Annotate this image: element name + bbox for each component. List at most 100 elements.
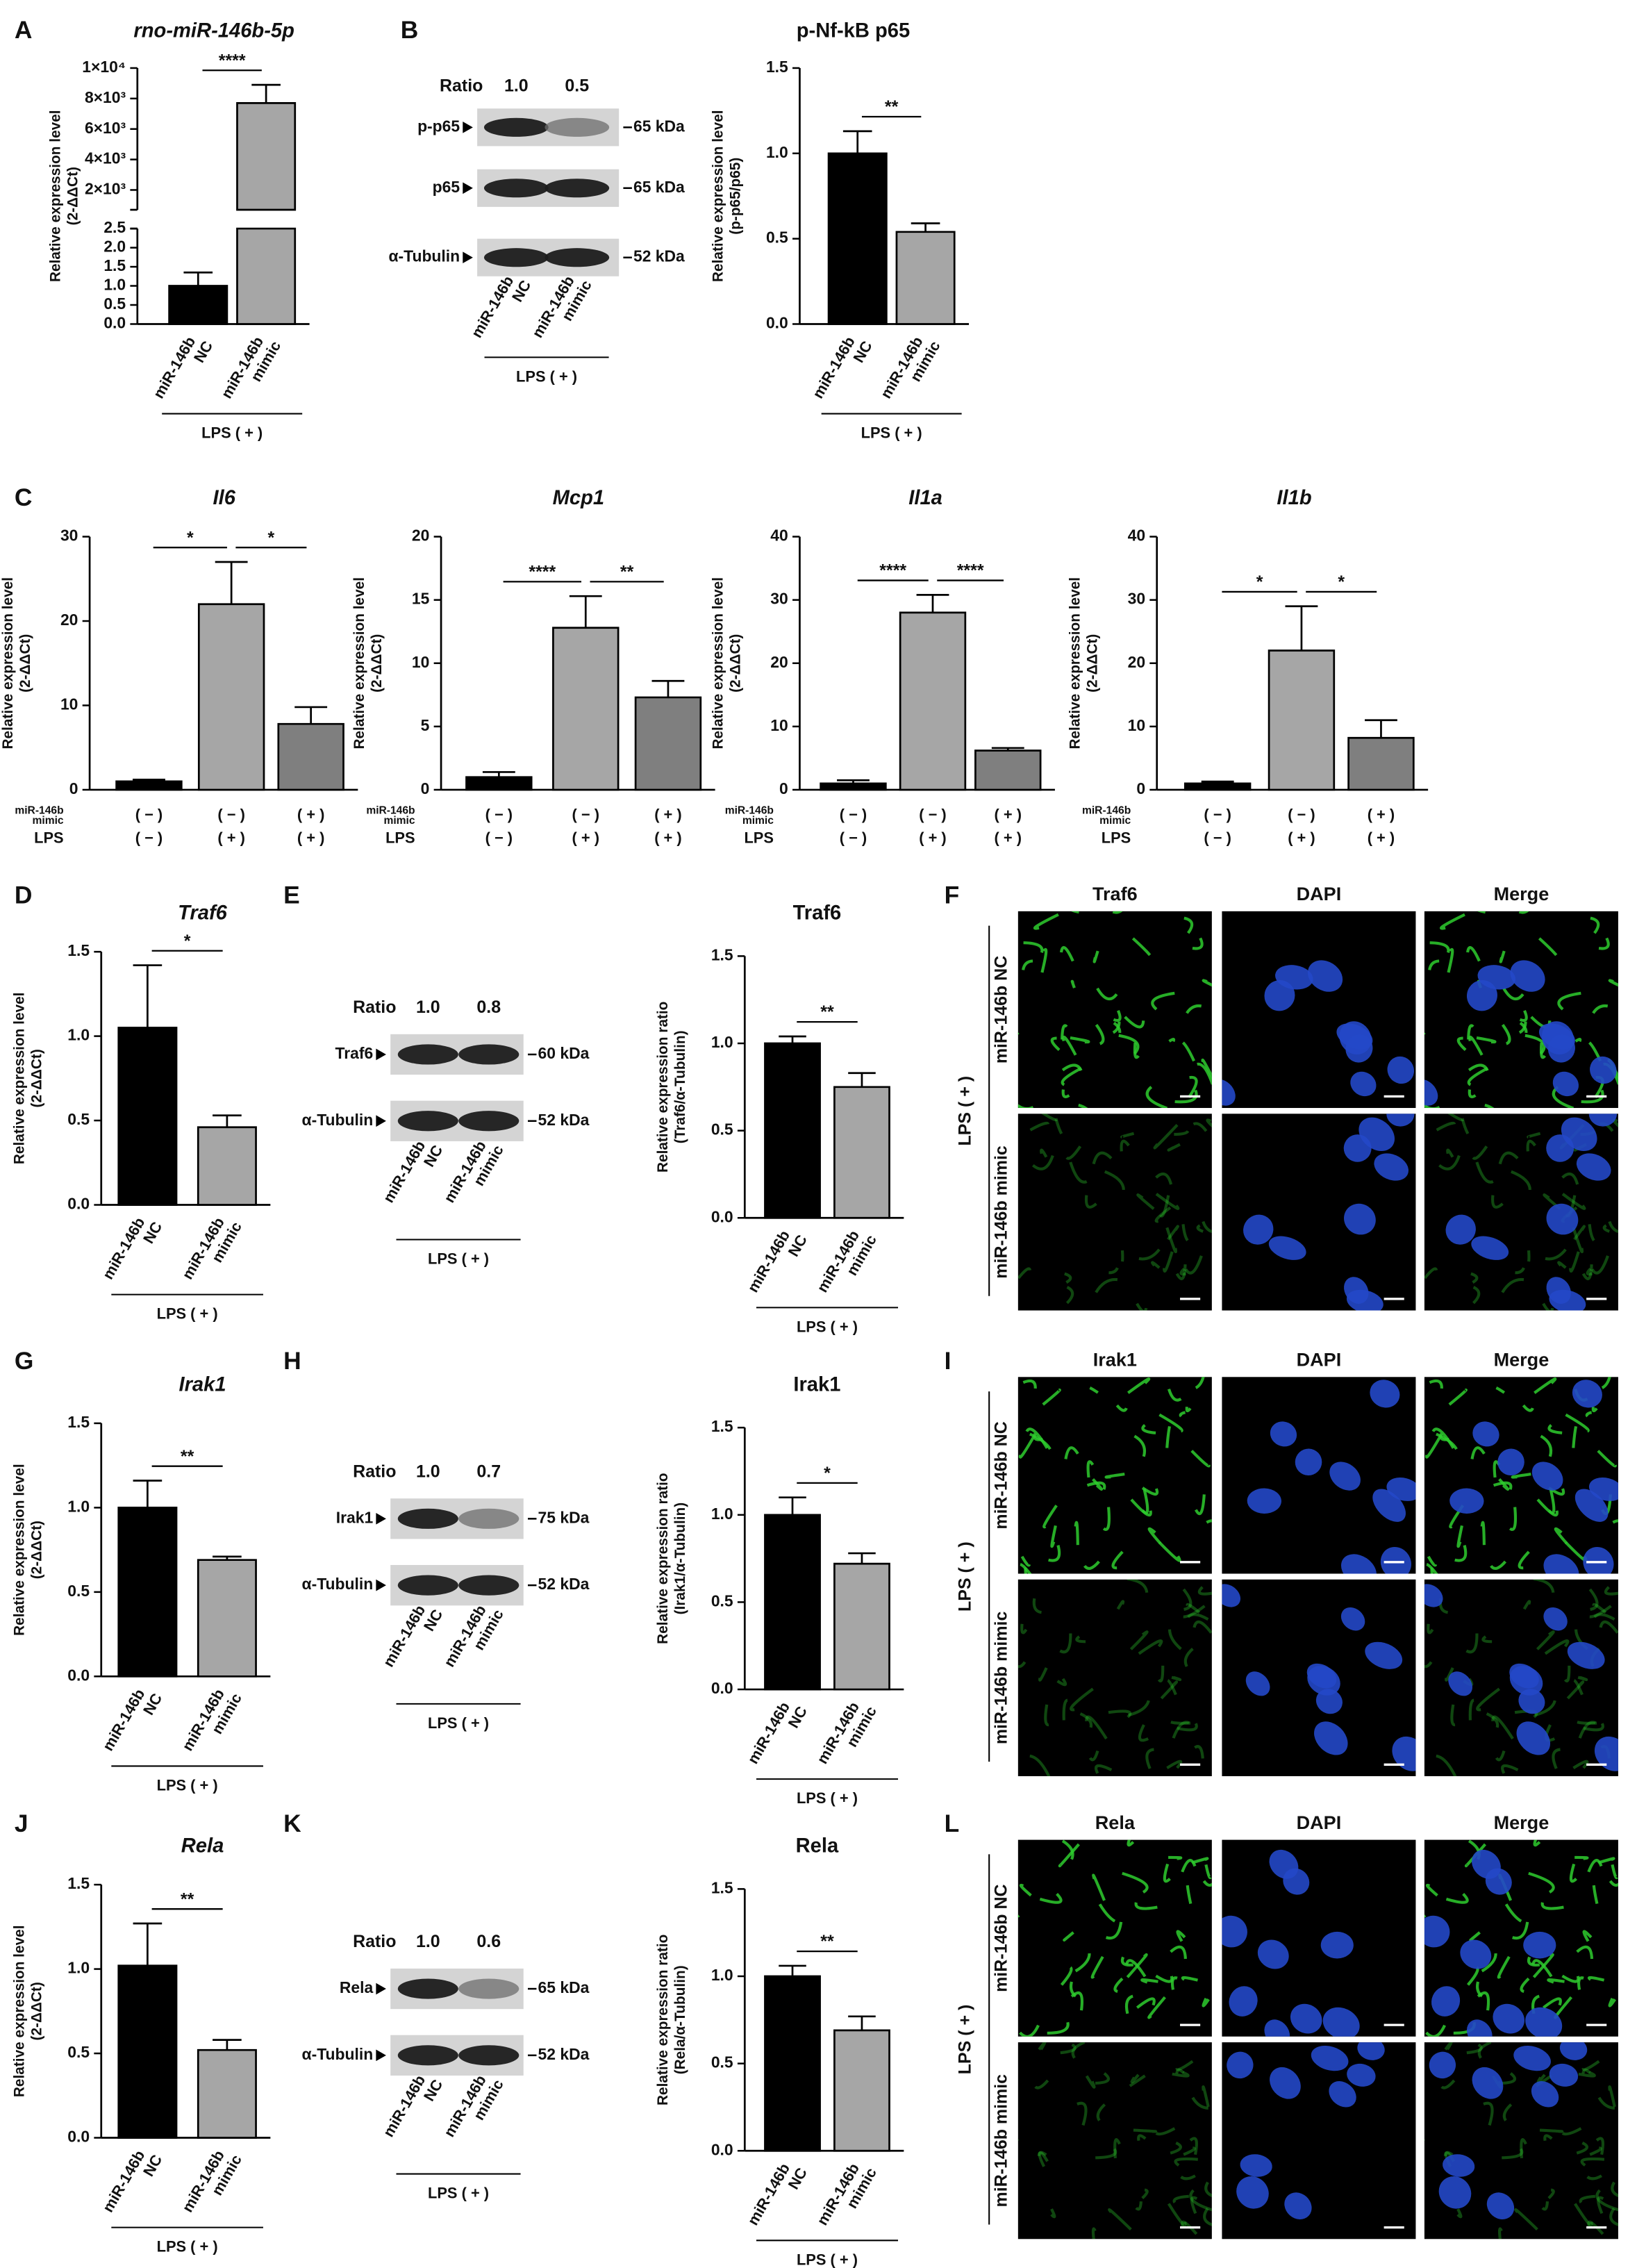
blot-size-label: 65 kDa	[633, 178, 685, 196]
panel-label: K	[283, 1810, 301, 1837]
green-signal	[1585, 1411, 1593, 1418]
green-signal	[1472, 1145, 1488, 1160]
y-axis-label: (2-ΔΔCt)	[65, 167, 81, 225]
y-axis-label: (2-ΔΔCt)	[1085, 634, 1101, 693]
y-tick-label: 1.0	[67, 1026, 90, 1044]
y-tick-label: 5	[421, 716, 430, 734]
error-bar	[991, 747, 1024, 751]
nucleus	[1307, 1666, 1340, 1696]
y-axis-label: Relative expression ratio	[655, 1935, 671, 2105]
green-signal	[1018, 1434, 1036, 1459]
green-signal	[1461, 1118, 1470, 1135]
nucleus	[1572, 1380, 1602, 1408]
panel-label: E	[283, 881, 300, 909]
green-signal	[1167, 1679, 1177, 1696]
green-signal	[1545, 1248, 1567, 1261]
side-label: LPS ( + )	[955, 2005, 974, 2075]
condition-value: ( + )	[654, 829, 681, 847]
green-signal	[1085, 1715, 1108, 1740]
green-signal	[1565, 1413, 1590, 1433]
chart-title: Mcp1	[553, 487, 605, 509]
green-signal	[1153, 1123, 1179, 1150]
green-signal	[1448, 1388, 1468, 1406]
green-signal	[1126, 1953, 1148, 1978]
y-tick-label: 1.5	[711, 1878, 733, 1896]
condition-value: ( + )	[995, 806, 1022, 823]
condition-name: mimic	[383, 815, 415, 827]
green-signal	[1544, 1639, 1570, 1655]
nucleus	[1339, 1021, 1372, 1055]
green-signal	[1188, 1075, 1198, 1098]
green-signal	[1547, 2188, 1555, 2200]
green-signal	[1124, 1994, 1133, 2014]
nucleus	[1431, 1986, 1461, 2017]
green-signal	[1495, 1750, 1506, 1762]
green-signal	[1191, 1857, 1209, 1864]
green-signal	[1468, 1089, 1477, 1099]
bar	[1183, 782, 1252, 791]
y-tick-label: 2.0	[103, 238, 126, 256]
nucleus	[1257, 1939, 1289, 1969]
green-signal	[1604, 1586, 1618, 1596]
green-signal	[1095, 1024, 1105, 1045]
bar	[764, 1514, 821, 1691]
green-signal	[1540, 1902, 1564, 1910]
micrograph-content	[1424, 911, 1618, 1109]
green-signal	[1502, 987, 1524, 1001]
group-label: LPS ( + )	[157, 1776, 218, 1794]
green-signal	[1042, 1388, 1061, 1406]
green-signal	[1062, 1036, 1077, 1056]
green-signal	[1079, 1712, 1093, 1728]
nucleus	[1329, 2081, 1356, 2108]
bar	[236, 102, 297, 325]
green-signal	[1085, 2075, 1096, 2089]
blot-band	[483, 248, 549, 267]
green-signal	[1511, 1472, 1531, 1479]
green-signal	[1591, 1406, 1598, 1413]
green-signal	[1064, 1272, 1072, 1284]
bar	[197, 1126, 257, 1206]
green-signal	[1552, 1748, 1561, 1769]
green-signal	[1185, 1406, 1192, 1413]
green-signal	[1427, 1623, 1434, 1634]
condition-name: miR-146b	[15, 804, 63, 816]
nucleus	[1240, 2154, 1272, 2177]
ratio-value: 0.6	[476, 1932, 501, 1951]
column-title: Merge	[1494, 884, 1549, 904]
green-signal	[1608, 2085, 1616, 2108]
y-tick-label: 1.0	[711, 1033, 733, 1051]
green-signal	[1490, 1560, 1507, 1570]
condition-value: ( + )	[1368, 806, 1395, 823]
condition-name: mimic	[1099, 815, 1131, 827]
green-signal	[1477, 911, 1486, 914]
condition-value: ( − )	[1204, 829, 1231, 847]
significance-label: ****	[219, 51, 246, 70]
nucleus	[1365, 1641, 1403, 1669]
row-label: miR-146b NC	[992, 1884, 1011, 1992]
nucleus	[1546, 1134, 1574, 1162]
y-tick-label: 0.0	[711, 2140, 733, 2158]
green-signal	[1070, 1036, 1090, 1044]
condition-value: ( + )	[572, 829, 599, 847]
green-signal	[1526, 1139, 1536, 1152]
chart-title: Rela	[796, 1835, 839, 1857]
green-signal	[1543, 2134, 1553, 2142]
nucleus	[1567, 1641, 1605, 1669]
green-signal	[1541, 2201, 1549, 2211]
green-signal	[1424, 1104, 1440, 1109]
green-signal	[1569, 1863, 1578, 1883]
y-tick-label: 0.5	[67, 1582, 90, 1600]
green-signal	[1491, 1715, 1514, 1740]
green-signal	[1534, 1377, 1557, 1394]
green-signal	[1130, 1498, 1152, 1517]
green-signal	[1547, 1423, 1563, 1434]
row-label: miR-146b NC	[992, 956, 1011, 1063]
green-signal	[1084, 1195, 1097, 1209]
y-axis-label: Relative expression level	[48, 110, 64, 282]
green-signal	[1481, 1635, 1493, 1644]
green-signal	[1138, 1639, 1163, 1655]
green-signal	[1157, 1665, 1165, 1682]
green-signal	[1476, 1036, 1497, 1044]
nucleus	[1438, 2176, 1472, 2209]
y-tick-label: 6×10³	[85, 119, 126, 137]
